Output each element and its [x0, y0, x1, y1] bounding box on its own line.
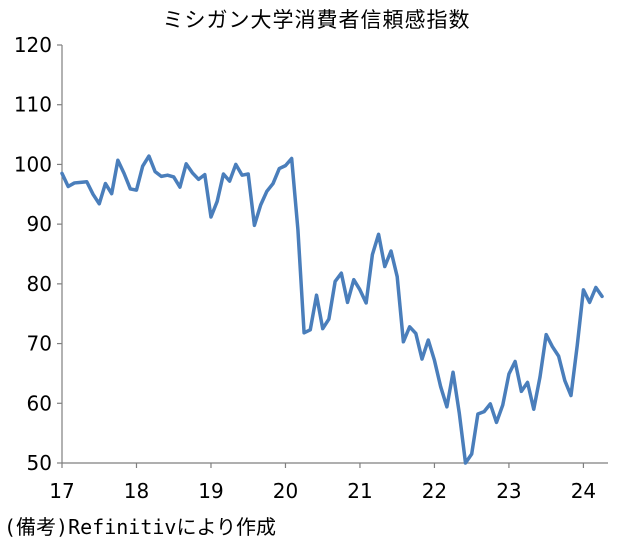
x-tick-label: 24	[571, 479, 596, 503]
x-tick-label: 23	[496, 479, 521, 503]
x-tick-label: 18	[124, 479, 149, 503]
x-tick-label: 20	[273, 479, 298, 503]
x-tick-label: 19	[198, 479, 223, 503]
series-line-0	[60, 154, 604, 465]
y-tick-label: 50	[27, 451, 52, 475]
series-layer	[60, 154, 604, 465]
y-tick-label: 100	[14, 152, 52, 176]
chart-title: ミシガン大学消費者信頼感指数	[162, 8, 471, 32]
x-tick-label: 21	[347, 479, 372, 503]
y-tick-label: 120	[14, 33, 52, 57]
y-tick-label: 110	[14, 93, 52, 117]
x-tick-label: 22	[422, 479, 447, 503]
source-note: (備考)Refinitivにより作成	[4, 515, 277, 539]
y-tick-label: 90	[27, 212, 52, 236]
y-axis-ticks: 50 60 70 80 90 100 110 120	[14, 33, 62, 475]
y-tick-label: 80	[27, 272, 52, 296]
x-axis-ticks: 17 18 19 20 21 22 23 24	[49, 463, 596, 503]
x-tick-label: 17	[49, 479, 74, 503]
y-tick-label: 70	[27, 332, 52, 356]
y-tick-label: 60	[27, 391, 52, 415]
